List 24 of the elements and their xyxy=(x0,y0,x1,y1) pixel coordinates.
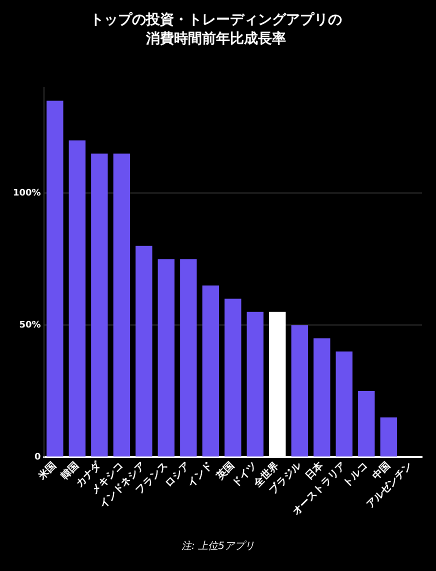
chart-subtitle: 消費時間前年比成長率 xyxy=(145,30,286,47)
bar xyxy=(158,259,175,457)
bar xyxy=(46,100,64,457)
y-tick-label: 0 xyxy=(34,452,41,462)
bar xyxy=(68,140,86,457)
bar xyxy=(136,246,152,457)
bar xyxy=(91,154,108,457)
text: 注: 上位5アプリ xyxy=(182,540,254,552)
bar xyxy=(336,351,352,457)
bar xyxy=(246,312,264,457)
y-tick-label: 100% xyxy=(12,188,41,198)
chart-title: トップの投資・トレーディングアプリの xyxy=(90,11,342,28)
y-tick-label: 50% xyxy=(19,320,41,330)
bar xyxy=(380,417,397,457)
bar xyxy=(224,298,242,457)
bar xyxy=(202,286,219,457)
bar xyxy=(113,154,130,457)
bar xyxy=(358,391,375,457)
x-tick-label: 米国 xyxy=(36,460,59,484)
bar xyxy=(291,325,308,457)
bar xyxy=(180,259,197,457)
x-tick-label: インド xyxy=(186,460,215,490)
x-tick-label: トルコ xyxy=(341,460,370,490)
bar xyxy=(314,338,330,457)
